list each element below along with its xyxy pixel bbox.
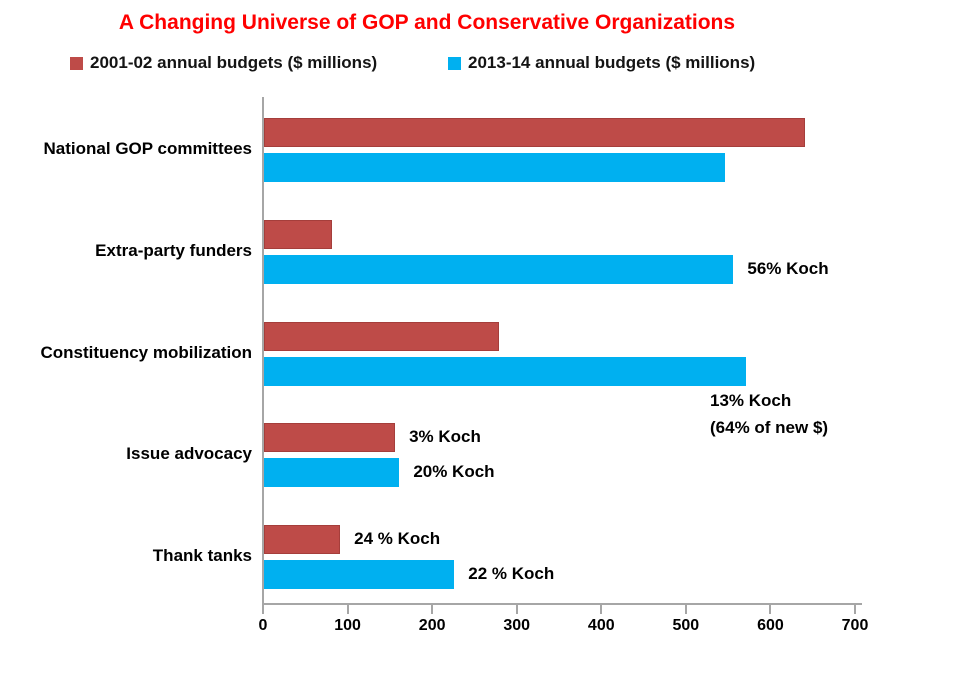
- bar-2013-14: [264, 153, 725, 182]
- bar-2013-14: [264, 458, 400, 488]
- x-axis-tick-label: 500: [672, 617, 700, 634]
- bar-2013-14: [264, 560, 455, 589]
- bar-2013-14: [264, 356, 747, 386]
- legend-item-2013-14: 2013-14 annual budgets ($ millions): [448, 53, 755, 73]
- category-label: Constituency mobilization: [40, 342, 252, 362]
- bar-value-label: 56% Koch: [747, 258, 829, 278]
- x-axis-tick: [346, 605, 349, 614]
- category-label: National GOP committees: [43, 139, 252, 158]
- bar-value-label: 20% Koch: [413, 462, 495, 482]
- x-axis-tick-label: 300: [503, 617, 531, 634]
- x-axis-tick-label: 600: [757, 617, 784, 634]
- koch-annotation: (64% of new $): [710, 418, 829, 437]
- x-axis-tick: [684, 605, 687, 614]
- bar-2001-02: [264, 219, 332, 249]
- x-axis-tick-label: 400: [587, 617, 615, 634]
- legend-label-2013-14: 2013-14 annual budgets ($ millions): [468, 53, 756, 72]
- category-label: Thank tanks: [152, 546, 252, 565]
- y-axis-line: [262, 97, 264, 604]
- x-axis-tick-label: 0: [258, 617, 268, 634]
- bar-value-label: 22 % Koch: [468, 564, 555, 583]
- x-axis-tick: [262, 605, 264, 614]
- x-axis-tick-label: 100: [334, 617, 361, 634]
- bar-value-label: 24 % Koch: [354, 529, 441, 548]
- x-axis-tick: [515, 605, 518, 614]
- bar-2013-14: [264, 254, 734, 284]
- legend-swatch-red: [70, 56, 83, 70]
- category-label: Issue advocacy: [126, 444, 252, 464]
- category-label: Extra-party funders: [95, 240, 252, 260]
- legend-label-2001-02: 2001-02 annual budgets ($ millions): [90, 53, 378, 72]
- x-axis-tick-label: 700: [841, 617, 869, 634]
- chart-title: A Changing Universe of GOP and Conservat…: [118, 11, 736, 34]
- bar-2001-02: [264, 525, 341, 554]
- bar-2001-02: [264, 118, 806, 147]
- x-axis-tick: [854, 605, 856, 614]
- bar-2001-02: [264, 423, 396, 453]
- x-axis-tick: [600, 605, 603, 614]
- koch-annotation: 13% Koch: [710, 391, 792, 410]
- legend-swatch-blue: [448, 56, 461, 70]
- bar-2001-02: [264, 321, 500, 351]
- x-axis-tick: [769, 605, 772, 614]
- bar-value-label: 3% Koch: [409, 427, 481, 447]
- x-axis-tick-label: 200: [418, 617, 446, 634]
- x-axis-line: [262, 603, 862, 605]
- legend-item-2001-02: 2001-02 annual budgets ($ millions): [70, 53, 377, 73]
- x-axis-tick: [431, 605, 434, 614]
